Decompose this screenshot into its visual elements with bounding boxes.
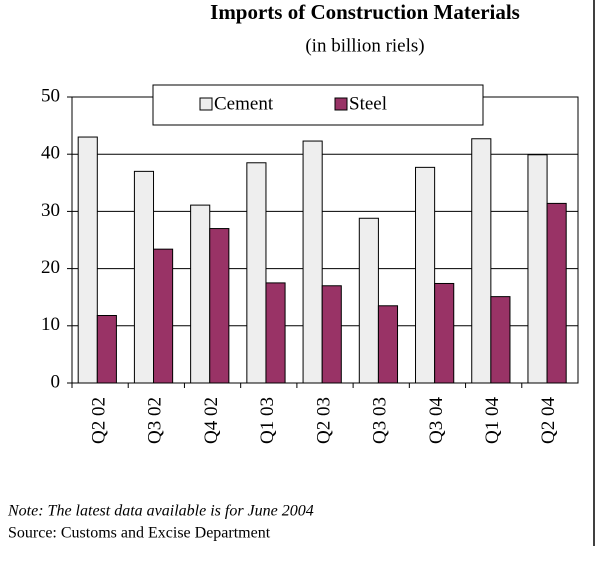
x-tick-label: Q3 04 [426, 397, 447, 444]
y-tick-label: 40 [41, 143, 60, 164]
x-tick-label: Q1 04 [482, 397, 503, 444]
x-tick-label: Q2 03 [313, 397, 334, 444]
y-tick-label: 0 [51, 371, 61, 392]
legend-label: Cement [214, 93, 274, 114]
bar [490, 296, 511, 384]
bar [246, 162, 267, 384]
legend-swatch [199, 97, 213, 111]
legend-label: Steel [349, 93, 387, 114]
x-tick-label: Q3 02 [145, 397, 166, 444]
x-tick-label: Q4 02 [201, 397, 222, 444]
bar [546, 202, 567, 384]
chart-title: Imports of Construction Materials [210, 0, 520, 24]
bar [302, 140, 323, 384]
x-tick-label: Q2 04 [538, 397, 559, 444]
y-tick-label: 50 [41, 85, 60, 106]
x-tick-label: Q1 03 [257, 397, 278, 444]
bar [133, 170, 155, 384]
bar [96, 315, 117, 384]
y-tick-label: 10 [41, 314, 60, 335]
bar [265, 282, 286, 384]
bar [415, 166, 436, 384]
bar [209, 228, 230, 384]
chart-subtitle: (in billion riels) [305, 35, 424, 56]
bar [321, 285, 342, 384]
bar [434, 282, 455, 384]
y-tick-label: 30 [41, 200, 60, 221]
bar [527, 154, 548, 384]
bar [77, 136, 98, 384]
bar [377, 305, 399, 384]
note: Note: The latest data available is for J… [7, 503, 314, 520]
bar [190, 204, 211, 384]
x-tick-label: Q3 03 [370, 397, 391, 444]
bar [471, 138, 492, 384]
x-tick-label: Q2 02 [88, 397, 109, 444]
bar [153, 248, 174, 384]
source: Source: Customs and Excise Department [8, 525, 271, 542]
bar [358, 217, 379, 384]
y-tick-label: 20 [41, 257, 60, 278]
legend-swatch [334, 97, 348, 111]
